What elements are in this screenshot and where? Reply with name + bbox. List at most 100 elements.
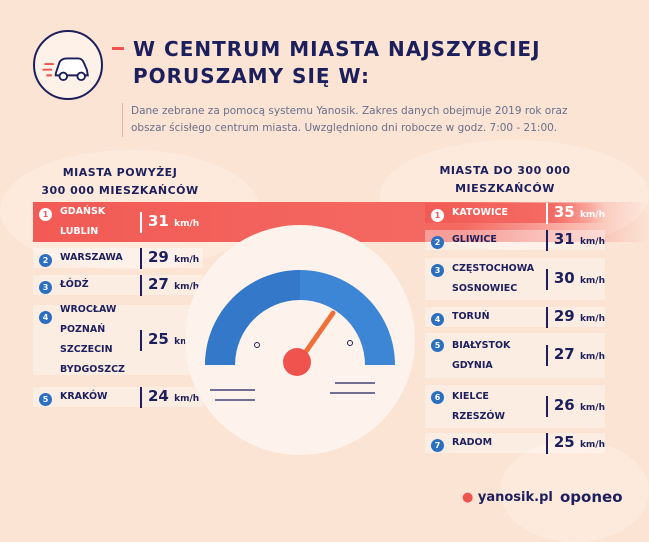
right-ranking-row: 5 BIAŁYSTOK GDYNIA 27 km/h [425, 333, 605, 378]
city-name: WARSZAWA [60, 252, 123, 263]
speed-unit: km/h [579, 275, 605, 286]
speed-value: 29 km/h [545, 306, 605, 328]
city-name: RADOM [452, 437, 493, 448]
speed-number: 27 [553, 345, 575, 363]
rank-badge: 2 [431, 236, 444, 249]
rank-badge: 3 [39, 281, 52, 294]
rank-badge: 1 [39, 208, 52, 221]
city-name: POZNAŃ [60, 324, 106, 335]
city-names: KATOWICE [452, 203, 546, 223]
city-name: BIAŁYSTOK [452, 339, 511, 351]
speed-value: 26 km/h [545, 396, 605, 417]
rank-badge: 5 [431, 339, 444, 352]
right-header-line2: MIESZKAŃCÓW [455, 182, 555, 195]
speed-number: 31 [148, 211, 169, 230]
rank-badge: 6 [431, 391, 444, 404]
rank-badge: 4 [39, 311, 52, 324]
right-ranking-row: 6 KIELCE RZESZÓW 26 km/h [425, 385, 605, 428]
rank-badge: 1 [431, 209, 444, 222]
speed-number: 31 [553, 229, 575, 248]
city-names: ŁÓDŹ [60, 275, 140, 295]
speed-number: 29 [148, 247, 169, 266]
city-name: RZESZÓW [452, 410, 505, 422]
city-name: BYDGOSZCZ [60, 364, 125, 375]
right-ranking-row: 2 GLIWICE 31 km/h [425, 229, 605, 251]
rank-badge: 5 [39, 393, 52, 406]
city-name: KATOWICE [452, 207, 509, 218]
city-names: GDAŃSK LUBLIN [60, 202, 140, 242]
city-names: BIAŁYSTOK GDYNIA [452, 336, 546, 376]
rank-badge: 4 [431, 313, 444, 326]
yanosik-logo-text: yanosik.pl [477, 490, 553, 505]
city-name: GLIWICE [452, 234, 497, 245]
speed-unit: km/h [174, 218, 200, 229]
speed-number: 26 [553, 396, 575, 414]
speed-number: 24 [148, 386, 169, 405]
city-names: TORUŃ [452, 307, 546, 327]
right-ranking-row: 4 TORUŃ 29 km/h [425, 306, 605, 328]
left-column-header: MIASTA POWYŻEJ 300 000 MIESZKAŃCÓW [20, 164, 220, 200]
title-dash [112, 47, 124, 50]
city-name: SZCZECIN [60, 344, 113, 355]
city-name: KRAKÓW [60, 391, 108, 402]
city-name: TORUŃ [452, 311, 490, 322]
right-column-header: MIASTA DO 300 000 MIESZKAŃCÓW [425, 162, 585, 198]
left-header-line1: MIASTA POWYŻEJ [62, 166, 178, 179]
speed-value: 27 km/h [140, 274, 200, 296]
speed-value: 24 km/h [140, 386, 200, 408]
city-name: GDYNIA [452, 359, 493, 371]
cloud-decoration [500, 440, 649, 542]
right-ranking-row: 1 KATOWICE 35 km/h [425, 202, 605, 224]
city-names: CZĘSTOCHOWA SOSNOWIEC [452, 259, 546, 299]
left-ranking-row: 2 WARSZAWA 29 km/h [33, 247, 203, 269]
city-name: CZĘSTOCHOWA [452, 263, 535, 274]
city-name: SOSNOWIEC [452, 283, 518, 294]
speed-number: 25 [148, 329, 169, 348]
left-header-line2: 300 000 MIESZKAŃCÓW [41, 184, 199, 197]
right-ranking-row: 3 CZĘSTOCHOWA SOSNOWIEC 30 km/h [425, 258, 605, 300]
rank-badge: 7 [431, 439, 444, 452]
speed-number: 30 [553, 268, 575, 287]
city-names: KIELCE RZESZÓW [452, 387, 546, 427]
speed-unit: km/h [174, 281, 200, 292]
page-title: W CENTRUM MIASTA NAJSZYBCIEJ PORUSZAMY SI… [133, 36, 541, 90]
rank-badge: 3 [431, 264, 444, 277]
speed-number: 29 [553, 306, 575, 325]
speed-unit: km/h [579, 236, 605, 247]
speed-value: 31 km/h [140, 211, 200, 233]
description-line2: obszar ścisłego centrum miasta. Uwzględn… [131, 122, 558, 134]
city-name: KIELCE [452, 390, 489, 402]
speed-unit: km/h [579, 403, 605, 413]
left-ranking-row: 3 ŁÓDŹ 27 km/h [33, 274, 203, 296]
speed-unit: km/h [174, 254, 200, 265]
city-name: LUBLIN [60, 226, 99, 237]
car-icon [33, 30, 103, 100]
speed-number: 35 [553, 202, 575, 221]
speed-value: 29 km/h [140, 247, 200, 269]
speed-number: 25 [553, 432, 575, 451]
speed-number: 27 [148, 274, 169, 293]
speed-value: 30 km/h [545, 268, 605, 290]
city-names: WROCŁAW POZNAŃ SZCZECIN BYDGOSZCZ [60, 300, 140, 380]
speed-value: 35 km/h [545, 202, 605, 224]
city-name: WROCŁAW [60, 304, 117, 315]
city-name: GDAŃSK [60, 206, 106, 217]
speed-unit: km/h [579, 352, 605, 362]
speed-unit: km/h [174, 393, 200, 404]
speed-unit: km/h [579, 209, 605, 220]
title-line2: PORUSZAMY SIĘ W: [133, 64, 370, 88]
speed-unit: km/h [579, 313, 605, 324]
speed-unit: km/h [579, 439, 605, 450]
speed-value: 31 km/h [545, 229, 605, 251]
yanosik-logo: ● yanosik.pl [462, 490, 553, 505]
city-names: KRAKÓW [60, 387, 140, 407]
title-line1: W CENTRUM MIASTA NAJSZYBCIEJ [133, 37, 541, 61]
left-ranking-row: 5 KRAKÓW 24 km/h [33, 386, 203, 408]
rank-badge: 2 [39, 254, 52, 267]
speed-value: 25 km/h [545, 432, 605, 454]
city-names: WARSZAWA [60, 248, 140, 268]
right-ranking-row: 7 RADOM 25 km/h [425, 432, 605, 454]
city-name: ŁÓDŹ [60, 279, 89, 290]
description: Dane zebrane za pomocą systemu Yanosik. … [122, 103, 568, 137]
